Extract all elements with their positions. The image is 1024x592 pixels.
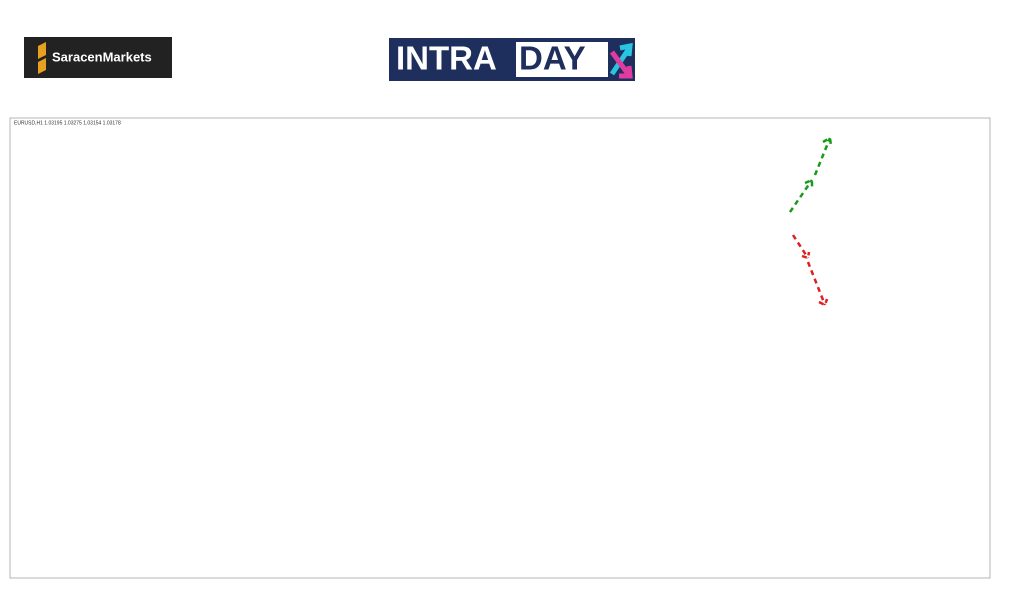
arrow-down — [806, 261, 829, 307]
plot-frame — [9, 117, 991, 579]
arrow-up — [788, 178, 814, 213]
badge-left: INTRA — [396, 40, 497, 77]
symbol-info: EURUSD,H1 1.03195 1.03275 1.03154 1.0317… — [14, 120, 121, 126]
brand-icon — [38, 42, 46, 74]
arrow-down — [791, 234, 811, 260]
badge-right: DAY — [519, 40, 586, 77]
badge-box — [516, 42, 608, 77]
badge-arrow-down — [609, 50, 633, 79]
arrow-up — [813, 135, 833, 176]
brand-logo — [24, 37, 172, 78]
brand-name: SaracenMarkets — [52, 49, 152, 64]
